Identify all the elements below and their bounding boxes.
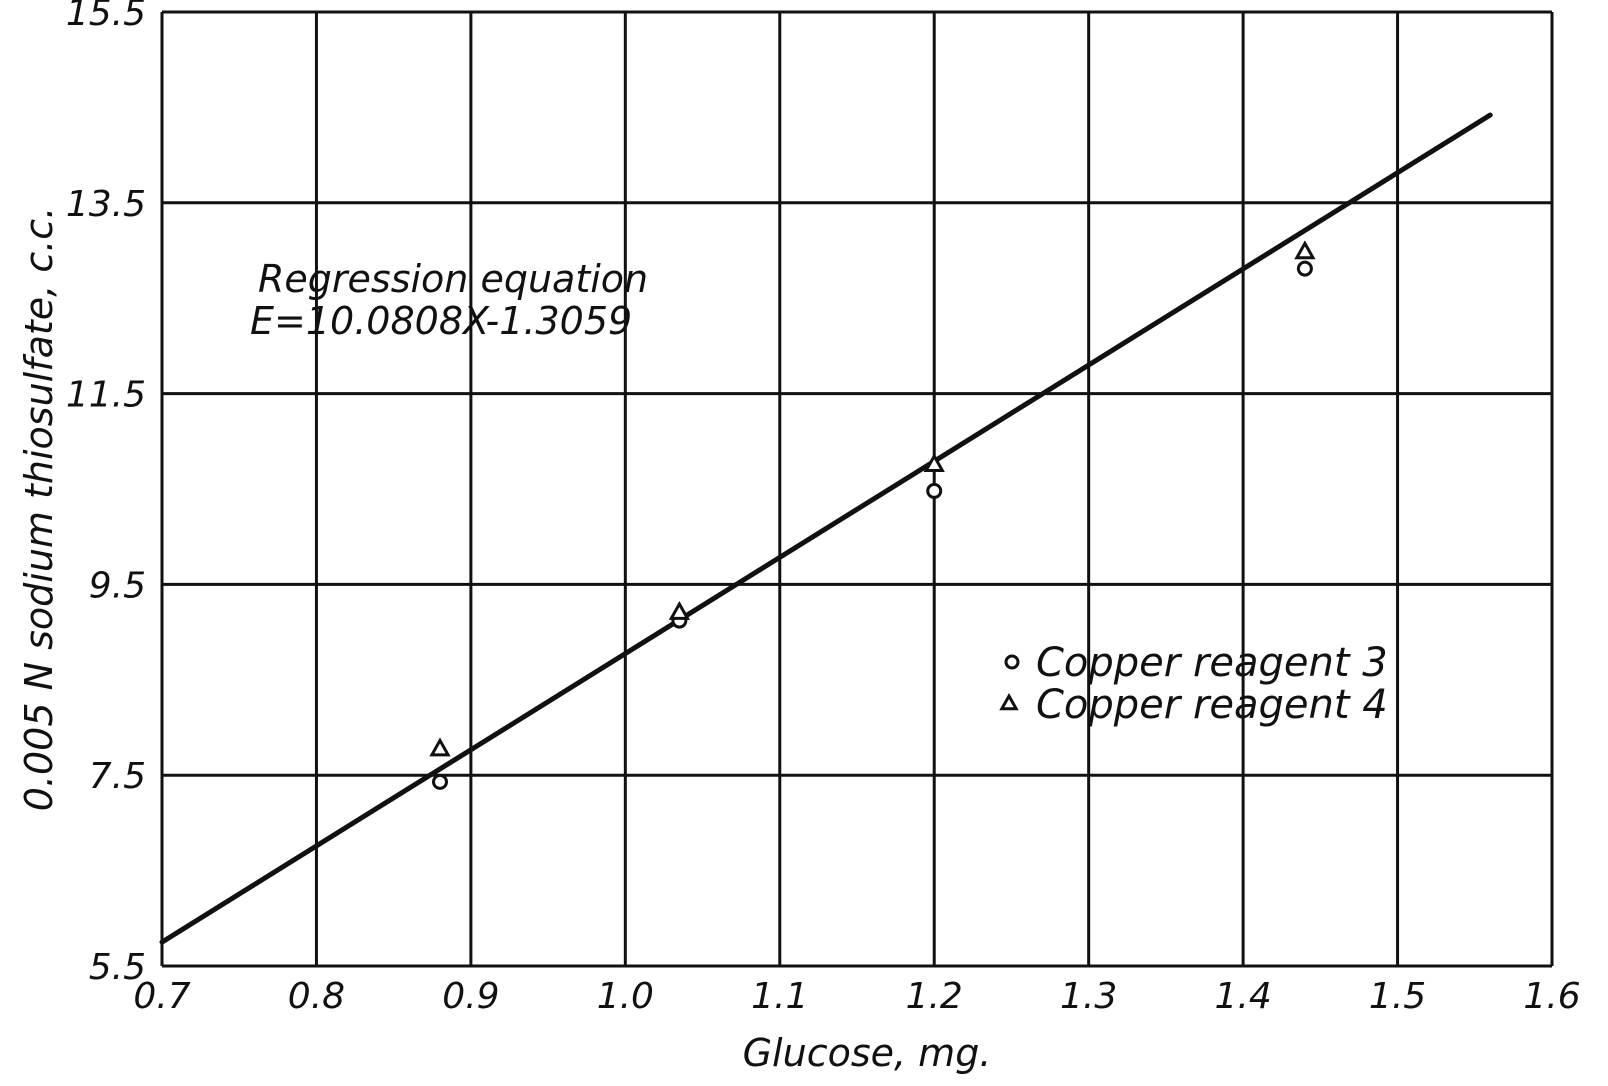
x-tick-label: 1.3: [1060, 976, 1117, 1017]
tick-labels: 0.7 0.8 0.9 1.0 1.1 1.2 1.3 1.4 1.5 1.6 5.5 7.5 9.5 1…: [66, 0, 1581, 1017]
legend-label-reagent-3: Copper reagent 3: [1036, 640, 1388, 686]
point-circle-2: [926, 482, 943, 499]
y-tick-label: 7.5: [89, 756, 146, 797]
x-tick-label: 0.7: [133, 976, 190, 1017]
x-tick-label: 0.8: [288, 976, 345, 1017]
y-tick-label: 11.5: [66, 375, 146, 416]
y-tick-label: 5.5: [89, 947, 146, 988]
point-triangle-1: [668, 600, 691, 620]
legend-circle-marker: [1004, 654, 1020, 670]
point-triangle-3: [1294, 240, 1316, 260]
grid: [160, 10, 1554, 968]
x-tick-label: 1.1: [751, 976, 808, 1017]
x-axis-title: Glucose, mg.: [743, 1031, 992, 1075]
y-tick-label: 13.5: [66, 184, 146, 225]
x-tick-label: 1.5: [1369, 976, 1426, 1017]
x-tick-label: 0.9: [442, 976, 499, 1017]
point-circle-3: [1296, 260, 1313, 277]
y-tick-label: 9.5: [89, 565, 146, 606]
y-axis-title: 0.005 N sodium thiosulfate, c.c.: [17, 207, 61, 812]
point-triangle-0: [429, 737, 451, 757]
regression-equation: E=10.0808X-1.3059: [250, 299, 632, 343]
point-triangle-2: [923, 453, 945, 473]
legend: Copper reagent 3 Copper reagent 4: [999, 640, 1388, 728]
regression-layer: [159, 112, 1493, 945]
legend-label-reagent-4: Copper reagent 4: [1036, 682, 1388, 728]
x-tick-label: 1.4: [1214, 976, 1271, 1017]
point-circle-0: [432, 773, 448, 790]
regression-label: Regression equation: [258, 257, 648, 301]
legend-triangle-marker: [999, 692, 1019, 711]
x-tick-label: 1.0: [597, 976, 654, 1017]
x-tick-label: 1.2: [906, 976, 963, 1017]
data-points: [429, 240, 1316, 790]
y-tick-label: 15.5: [66, 0, 146, 34]
regression-line: [159, 112, 1493, 945]
x-tick-label: 1.6: [1523, 976, 1580, 1017]
